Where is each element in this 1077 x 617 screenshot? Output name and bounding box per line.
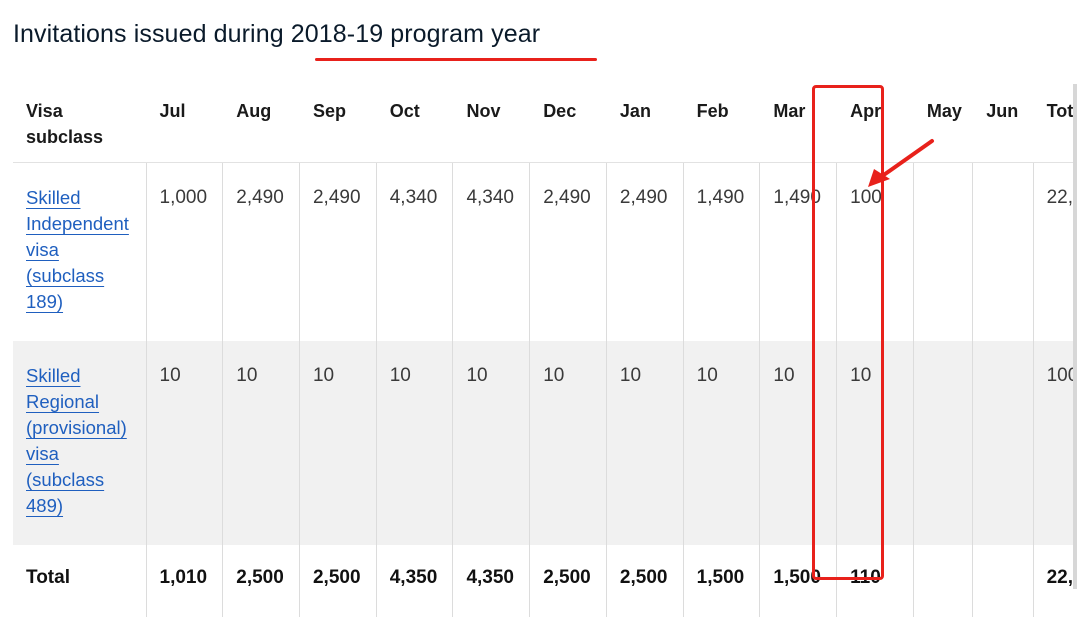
- table-row-total: Total 1,010 2,500 2,500 4,350 4,350 2,50…: [13, 545, 1077, 617]
- total-cell-sep: 2,500: [298, 545, 377, 617]
- header-dec: Dec: [529, 84, 607, 163]
- total-cell-mar: 1,500: [759, 545, 837, 617]
- invitations-table: Visa subclass Jul Aug Sep Oct Nov Dec Ja…: [13, 84, 1077, 617]
- header-feb: Feb: [683, 84, 760, 163]
- table-row-subclass-189: Skilled Independent visa (subclass 189) …: [13, 162, 1077, 341]
- value-cell-mar: 1,490: [759, 162, 837, 341]
- header-jul: Jul: [146, 84, 223, 163]
- total-cell-oct: 4,350: [375, 545, 453, 617]
- value-cell-oct: 10: [375, 341, 453, 545]
- value-cell-may: [912, 341, 973, 545]
- value-cell-nov: 4,340: [452, 162, 530, 341]
- visa-subclass-cell: Skilled Regional (provisional) visa (sub…: [13, 341, 147, 545]
- header-oct: Oct: [376, 84, 453, 163]
- value-cell-apr: 100: [836, 162, 914, 341]
- header-mar: Mar: [759, 84, 837, 163]
- value-cell-jun: [972, 341, 1034, 545]
- invitations-table-container: Visa subclass Jul Aug Sep Oct Nov Dec Ja…: [13, 84, 1077, 617]
- header-aug: Aug: [222, 84, 300, 163]
- value-cell-sep: 10: [298, 341, 377, 545]
- header-nov: Nov: [452, 84, 530, 163]
- value-cell-apr: 10: [836, 341, 914, 545]
- value-cell-may: [912, 162, 973, 341]
- header-apr: Apr: [836, 84, 914, 163]
- total-cell-dec: 2,500: [529, 545, 607, 617]
- header-sep: Sep: [299, 84, 377, 163]
- table-header-row: Visa subclass Jul Aug Sep Oct Nov Dec Ja…: [13, 84, 1077, 163]
- total-cell-aug: 2,500: [222, 545, 300, 617]
- value-cell-dec: 10: [529, 341, 607, 545]
- value-cell-feb: 1,490: [682, 162, 760, 341]
- header-jan: Jan: [606, 84, 684, 163]
- table-row-subclass-489: Skilled Regional (provisional) visa (sub…: [13, 341, 1077, 545]
- total-cell-nov: 4,350: [452, 545, 530, 617]
- value-cell-aug: 10: [222, 341, 300, 545]
- total-cell-jun: [972, 545, 1034, 617]
- total-cell-may: [912, 545, 973, 617]
- total-cell-feb: 1,500: [682, 545, 760, 617]
- title-highlight-underline: [315, 58, 597, 61]
- value-cell-jan: 10: [605, 341, 684, 545]
- value-cell-feb: 10: [682, 341, 760, 545]
- header-visa-subclass: Visa subclass: [13, 84, 147, 163]
- total-cell-jan: 2,500: [605, 545, 684, 617]
- value-cell-oct: 4,340: [375, 162, 453, 341]
- value-cell-dec: 2,490: [529, 162, 607, 341]
- header-jun: Jun: [972, 84, 1034, 163]
- value-cell-jun: [972, 162, 1034, 341]
- total-cell-apr: 110: [836, 545, 914, 617]
- value-cell-total: 100: [1032, 341, 1077, 545]
- header-total: Total: [1033, 84, 1077, 163]
- value-cell-jan: 2,490: [605, 162, 684, 341]
- total-cell-total: 22,820: [1032, 545, 1077, 617]
- value-cell-total: 22,720: [1032, 162, 1077, 341]
- value-cell-sep: 2,490: [298, 162, 377, 341]
- table-scroll-edge[interactable]: [1073, 84, 1077, 589]
- visa-subclass-cell: Skilled Independent visa (subclass 189): [13, 162, 147, 341]
- value-cell-aug: 2,490: [222, 162, 300, 341]
- visa-489-link[interactable]: Skilled Regional (provisional) visa (sub…: [26, 365, 127, 516]
- total-label-cell: Total: [13, 545, 147, 617]
- value-cell-mar: 10: [759, 341, 837, 545]
- page-title: Invitations issued during 2018-19 progra…: [13, 20, 541, 48]
- value-cell-nov: 10: [452, 341, 530, 545]
- value-cell-jul: 10: [145, 341, 223, 545]
- value-cell-jul: 1,000: [145, 162, 223, 341]
- total-cell-jul: 1,010: [145, 545, 223, 617]
- header-may: May: [913, 84, 973, 163]
- visa-189-link[interactable]: Skilled Independent visa (subclass 189): [26, 187, 129, 312]
